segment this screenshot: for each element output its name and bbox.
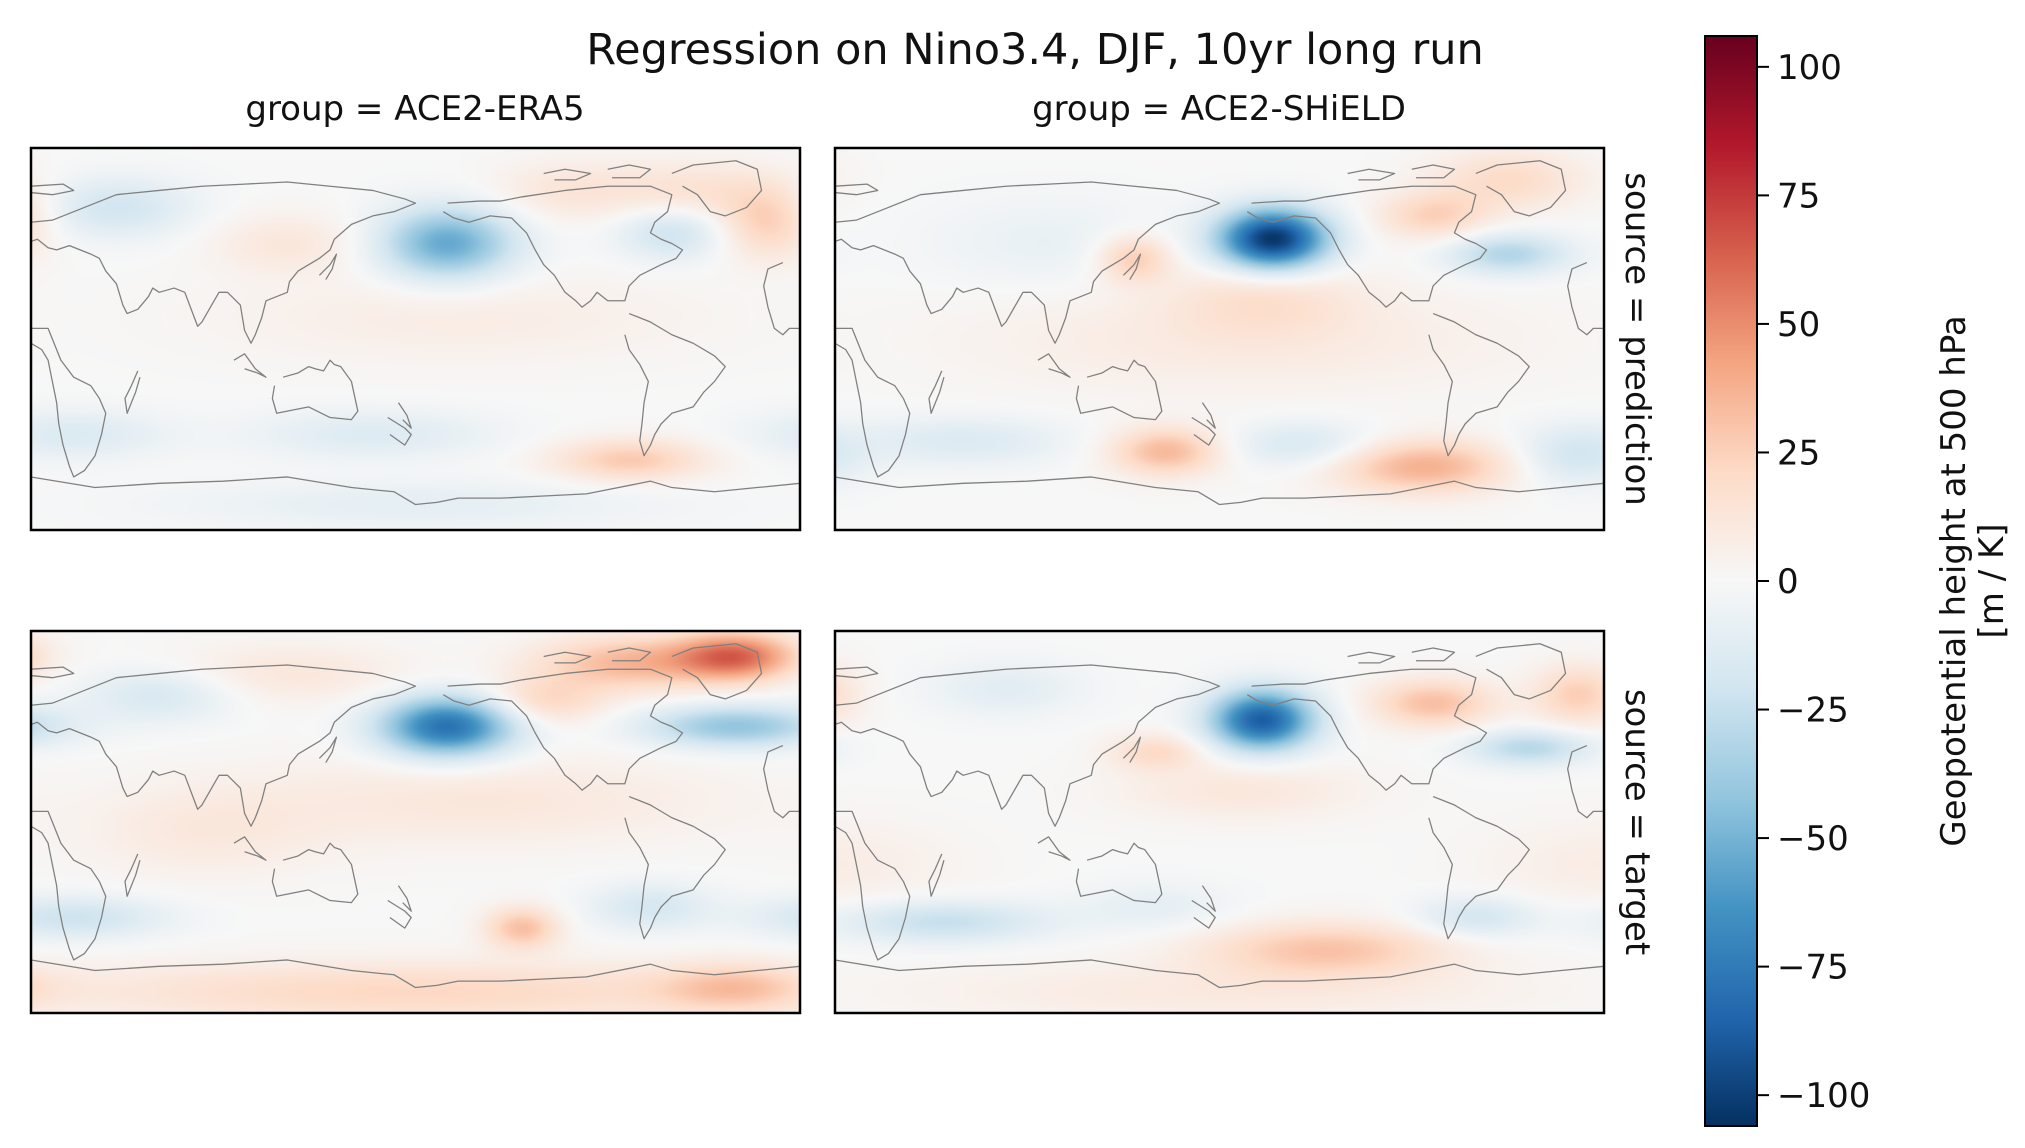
panel-frame bbox=[833, 629, 1606, 1015]
colorbar-tick-label: 25 bbox=[1777, 433, 1820, 473]
colorbar-tick-label: −50 bbox=[1777, 819, 1849, 859]
row-label-target: source = target bbox=[1617, 689, 1657, 955]
colorbar-tick-label: −100 bbox=[1777, 1076, 1870, 1116]
panel-shield-prediction bbox=[833, 146, 1606, 532]
column-label-era5: group = ACE2-ERA5 bbox=[245, 89, 584, 129]
heatmap-image bbox=[835, 631, 1604, 1013]
colorbar-tick-label: 0 bbox=[1777, 562, 1799, 602]
panel-frame bbox=[833, 146, 1606, 532]
panel-frame bbox=[29, 629, 802, 1015]
panel-era5-prediction bbox=[29, 146, 802, 532]
heatmap-image bbox=[835, 148, 1604, 530]
colorbar-tick-label: 100 bbox=[1777, 48, 1842, 88]
chart-title: Regression on Nino3.4, DJF, 10yr long ru… bbox=[586, 25, 1484, 75]
heatmap-image bbox=[31, 148, 800, 530]
row-label-prediction: source = prediction bbox=[1617, 172, 1657, 506]
colorbar-ticks: 100 75 50 25 0 −25 −50 −75 −100 bbox=[1757, 48, 1870, 1116]
heatmap-image bbox=[31, 631, 800, 1013]
panel-era5-target bbox=[29, 629, 802, 1015]
colorbar-label-line1: Geopotential height at 500 hPa bbox=[1934, 315, 1974, 846]
colorbar-tick-label: −75 bbox=[1777, 948, 1849, 988]
panel-frame bbox=[29, 146, 802, 532]
colorbar: 100 75 50 25 0 −25 −50 −75 −100 Geopotential hei… bbox=[1704, 35, 2012, 1127]
colorbar-tick-label: −25 bbox=[1777, 691, 1849, 731]
colorbar-tick-label: 50 bbox=[1777, 305, 1820, 345]
colorbar-tick-label: 75 bbox=[1777, 176, 1820, 216]
panel-shield-target bbox=[833, 629, 1606, 1015]
column-label-shield: group = ACE2-SHiELD bbox=[1032, 89, 1406, 129]
colorbar-label-line2: [m / K] bbox=[1972, 523, 2012, 638]
colorbar-gradient bbox=[1705, 36, 1757, 1126]
